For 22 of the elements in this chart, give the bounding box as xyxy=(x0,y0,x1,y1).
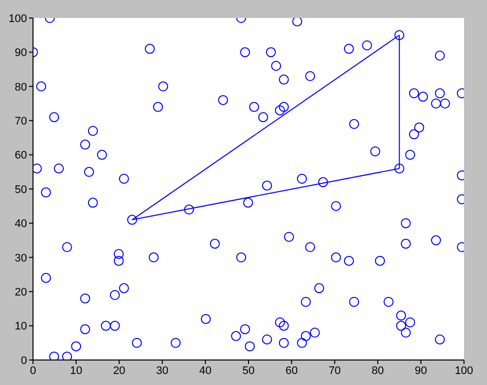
y-tick-label: 30 xyxy=(14,252,27,264)
x-tick-label: 80 xyxy=(372,364,384,377)
x-tick-label: 20 xyxy=(113,364,126,377)
y-tick-label: 70 xyxy=(14,116,27,128)
y-tick-label: 50 xyxy=(14,184,27,196)
y-tick-label: 80 xyxy=(14,81,27,94)
x-tick-label: 0 xyxy=(30,364,36,377)
y-tick-label: 40 xyxy=(14,218,27,230)
y-tick-label: 0 xyxy=(20,354,27,367)
x-tick-label: 90 xyxy=(414,364,428,377)
x-tick-label: 30 xyxy=(156,364,168,377)
y-tick-label: 10 xyxy=(14,320,27,333)
x-tick-label: 70 xyxy=(328,364,341,377)
x-tick-label: 60 xyxy=(285,364,298,377)
x-tick-label: 50 xyxy=(242,364,255,377)
y-tick-label: 60 xyxy=(14,150,27,162)
y-tick-label: 90 xyxy=(14,47,27,60)
y-tick-label: 100 xyxy=(8,12,27,25)
x-tick-label: 40 xyxy=(199,364,212,377)
x-tick-label: 100 xyxy=(454,364,474,377)
y-tick-label: 20 xyxy=(14,286,27,299)
x-tick-label: 10 xyxy=(70,364,82,377)
